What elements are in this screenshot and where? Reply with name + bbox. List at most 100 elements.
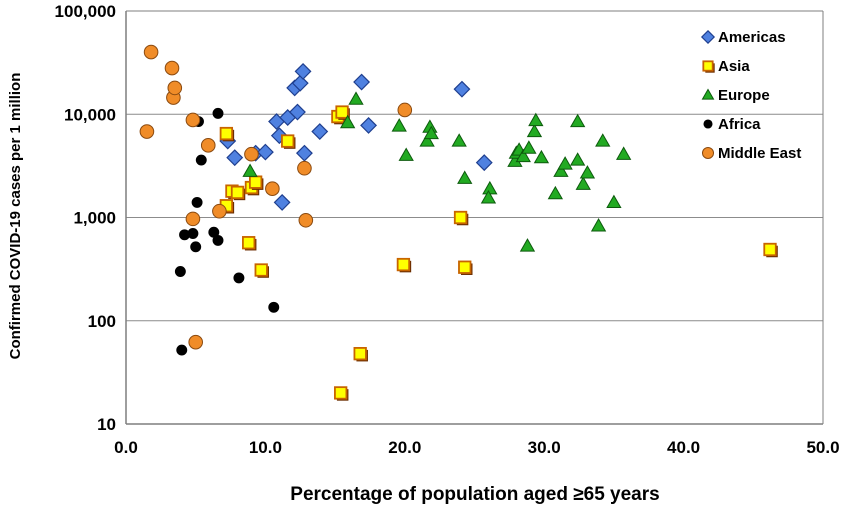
americas-point: [311, 123, 329, 140]
series-middle-east: [139, 44, 413, 350]
europe-point: [533, 149, 550, 164]
legend-item-americas: Americas: [700, 29, 786, 46]
europe-point: [569, 113, 586, 128]
middle-east-point: [212, 203, 227, 219]
americas-point: [270, 127, 288, 145]
europe-point: [242, 163, 258, 177]
axes: [125, 10, 824, 425]
legend-label: Asia: [718, 58, 750, 75]
middle-east-point: [143, 44, 159, 60]
legend-marker-europe: [701, 88, 715, 100]
asia-point: [458, 260, 472, 274]
americas-point: [353, 73, 371, 91]
europe-point: [480, 190, 497, 204]
asia-point: [219, 126, 234, 141]
africa-point: [212, 107, 224, 119]
americas-point: [360, 116, 378, 134]
americas-point: [453, 80, 471, 98]
x-tick-label: 40.0: [667, 438, 700, 457]
europe-point: [575, 176, 591, 190]
series-africa: [174, 107, 280, 356]
europe-point: [590, 218, 607, 232]
europe-point: [391, 118, 407, 132]
tick-labels: 10 100 1,000 10,000 100,000 0.0 10.0 20.0 30.0 40…: [55, 2, 840, 457]
africa-point: [187, 228, 199, 239]
x-tick-label: 0.0: [114, 438, 138, 457]
europe-point: [398, 147, 414, 161]
europe-point: [519, 238, 536, 252]
legend-marker-africa: [703, 119, 713, 129]
middle-east-point: [397, 102, 413, 118]
asia-point: [453, 210, 468, 225]
middle-east-point: [164, 60, 180, 76]
asia-point: [230, 185, 245, 200]
legend-label: Americas: [718, 29, 786, 46]
africa-point: [190, 241, 202, 253]
europe-point: [595, 133, 611, 147]
africa-point: [174, 266, 186, 277]
europe-point: [615, 146, 632, 160]
legend-marker-americas: [700, 29, 716, 45]
y-tick-label: 100,000: [55, 2, 116, 21]
middle-east-point: [185, 211, 201, 227]
middle-east-point: [265, 181, 280, 197]
y-tick-label: 100: [88, 312, 116, 331]
africa-point: [268, 301, 280, 313]
x-axis-label: Percentage of population aged ≥65 years: [290, 484, 659, 505]
middle-east-point: [185, 112, 201, 128]
legend-item-africa: Africa: [703, 116, 761, 133]
legend-marker-middle-east: [701, 146, 715, 160]
europe-point: [521, 140, 537, 154]
africa-point: [191, 196, 203, 208]
asia-point: [248, 175, 263, 189]
europe-point: [457, 170, 473, 184]
asia-point: [242, 236, 256, 250]
legend-label: Africa: [718, 116, 761, 133]
europe-point: [339, 114, 356, 129]
americas-point: [289, 103, 306, 121]
americas-point: [475, 154, 493, 172]
europe-point: [419, 133, 435, 147]
africa-point: [233, 272, 245, 284]
series-asia: [219, 105, 778, 401]
europe-point: [569, 152, 586, 166]
asia-point: [254, 263, 268, 277]
europe-point: [579, 165, 596, 179]
legend-item-middle-east: Middle East: [701, 145, 801, 162]
europe-point: [557, 156, 573, 170]
legend-item-europe: Europe: [701, 87, 770, 104]
africa-point: [195, 154, 207, 166]
y-axis-label: Confirmed COVID-19 cases per 1 million: [7, 73, 24, 360]
x-tick-label: 10.0: [249, 438, 282, 457]
legend: Americas Asia Europe Africa Middle East: [700, 29, 801, 162]
middle-east-point: [200, 138, 216, 153]
asia-point: [353, 347, 367, 361]
middle-east-point: [244, 146, 259, 162]
x-tick-label: 20.0: [388, 438, 421, 457]
europe-point: [606, 194, 622, 209]
y-tick-label: 1,000: [73, 209, 116, 228]
legend-label: Middle East: [718, 145, 801, 162]
europe-point: [553, 163, 569, 177]
europe-point: [423, 125, 439, 140]
europe-point: [482, 180, 498, 195]
americas-point: [295, 144, 313, 162]
asia-point: [334, 386, 348, 400]
europe-point: [526, 123, 543, 138]
americas-point: [273, 193, 291, 211]
africa-point: [176, 344, 188, 356]
legend-label: Europe: [718, 87, 770, 104]
americas-point: [226, 149, 244, 167]
series-americas: [219, 62, 493, 211]
data-points: [139, 44, 778, 401]
europe-point: [515, 148, 531, 163]
americas-point: [256, 143, 274, 161]
americas-point: [291, 74, 309, 92]
y-tick-label: 10,000: [64, 105, 116, 124]
middle-east-point: [188, 334, 203, 350]
y-tick-label: 10: [97, 415, 116, 434]
middle-east-point: [139, 124, 155, 139]
middle-east-point: [298, 212, 314, 228]
asia-point: [396, 257, 411, 272]
